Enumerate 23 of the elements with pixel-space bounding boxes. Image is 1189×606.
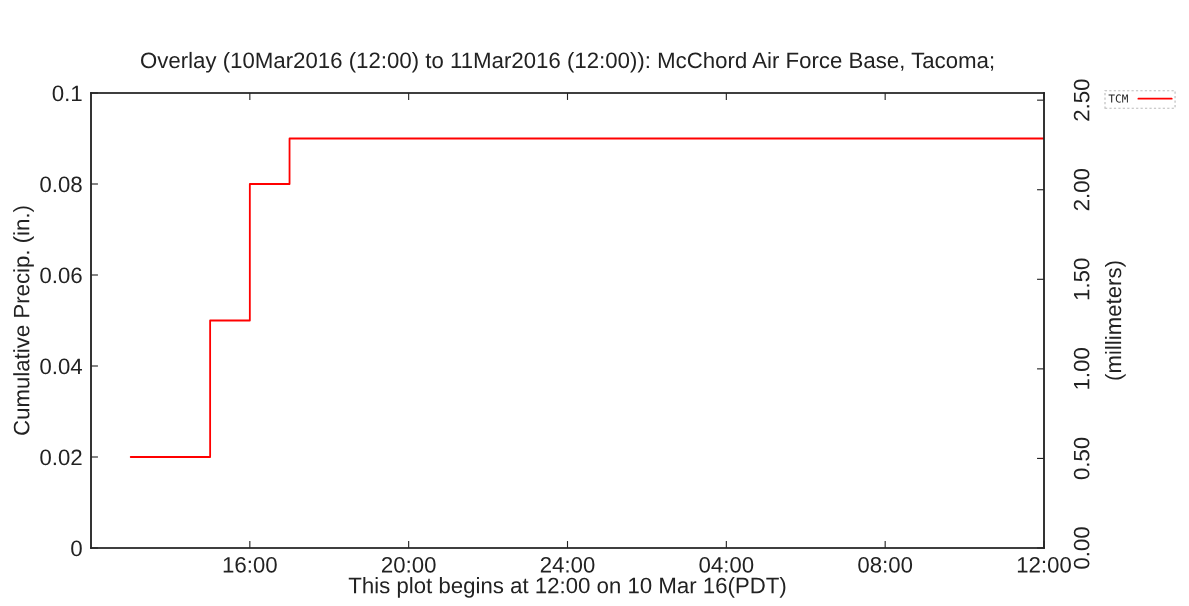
y2-tick-label: 0.00 bbox=[1073, 527, 1090, 569]
y-tick-label: 0.04 bbox=[40, 358, 83, 375]
x-tick-label: 08:00 bbox=[858, 556, 913, 573]
x-tick-label: 24:00 bbox=[540, 556, 595, 573]
y-tick-label: 0.02 bbox=[40, 449, 82, 466]
x-tick-label: 04:00 bbox=[699, 556, 754, 573]
y-axis-title: Cumulative Precip. (in.) bbox=[13, 206, 34, 435]
x-tick-label: 20:00 bbox=[381, 556, 436, 573]
y2-tick-label: 2.50 bbox=[1073, 79, 1090, 121]
y-tick-label: 0.08 bbox=[40, 176, 82, 193]
y-tick-label: 0 bbox=[71, 540, 82, 557]
y2-axis-title: (millimeters) bbox=[1104, 261, 1126, 380]
chart-title: Overlay (10Mar2016 (12:00) to 11Mar2016 (12:00)): McChord Air Force Base, Tacoma; bbox=[141, 51, 994, 73]
y2-tick-label: 2.00 bbox=[1073, 168, 1090, 211]
y-tick-label: 0.06 bbox=[40, 267, 82, 284]
legend-label: TCM bbox=[1108, 94, 1128, 103]
y2-tick-label: 1.00 bbox=[1073, 348, 1090, 389]
y2-tick-label: 1.50 bbox=[1073, 258, 1090, 300]
x-axis-title: This plot begins at 12:00 on 10 Mar 16(PDT) bbox=[348, 577, 786, 598]
x-tick-label: 12:00 bbox=[1017, 556, 1071, 573]
y2-tick-label: 0.50 bbox=[1073, 437, 1090, 480]
y-tick-label: 0.1 bbox=[52, 85, 82, 102]
x-tick-label: 16:00 bbox=[223, 556, 277, 573]
